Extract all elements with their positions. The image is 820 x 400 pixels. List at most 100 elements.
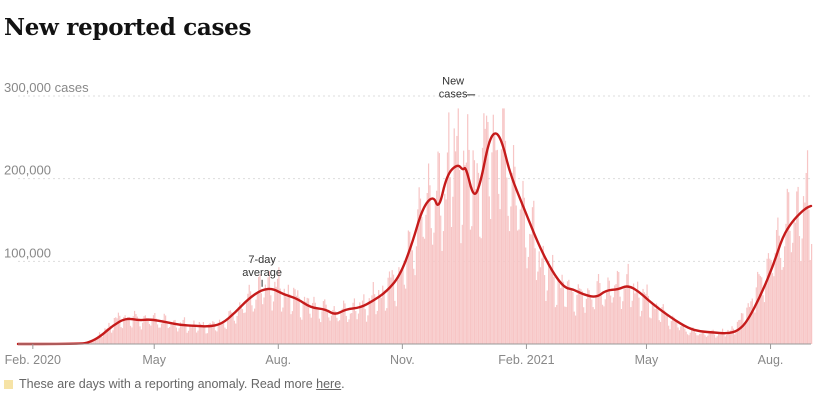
daily-bar bbox=[248, 284, 250, 344]
daily-bar bbox=[473, 160, 476, 344]
daily-bar bbox=[726, 334, 728, 344]
daily-bar bbox=[209, 322, 211, 344]
daily-bar bbox=[338, 320, 341, 344]
daily-bar bbox=[770, 260, 772, 344]
daily-bar bbox=[111, 332, 113, 344]
daily-bar bbox=[415, 246, 418, 344]
daily-bar bbox=[796, 191, 798, 344]
daily-bar bbox=[343, 300, 345, 344]
daily-bar bbox=[375, 314, 377, 344]
daily-bar bbox=[468, 149, 470, 344]
daily-bar bbox=[321, 311, 323, 344]
daily-bar bbox=[681, 323, 683, 344]
daily-bar bbox=[183, 317, 186, 344]
daily-bar bbox=[167, 328, 169, 344]
daily-bar bbox=[789, 230, 791, 344]
daily-bar bbox=[642, 288, 644, 344]
daily-bar bbox=[383, 290, 385, 344]
daily-bar bbox=[728, 331, 730, 344]
read-more-link[interactable]: here bbox=[316, 377, 342, 391]
daily-bar bbox=[247, 293, 249, 344]
daily-bar bbox=[545, 300, 547, 344]
daily-bar bbox=[220, 322, 222, 344]
daily-bar bbox=[753, 311, 755, 344]
daily-bar bbox=[116, 318, 118, 344]
daily-bar bbox=[372, 282, 374, 344]
daily-bar bbox=[606, 290, 608, 344]
daily-bar bbox=[125, 319, 128, 344]
y-tick-label: 300,000 cases bbox=[4, 80, 89, 95]
daily-bar bbox=[249, 291, 252, 344]
daily-bar bbox=[517, 230, 519, 344]
daily-bar bbox=[459, 169, 461, 344]
daily-bar bbox=[152, 315, 155, 344]
daily-bar bbox=[279, 288, 281, 344]
daily-bar bbox=[394, 300, 396, 344]
daily-bar bbox=[767, 253, 770, 344]
daily-bar bbox=[286, 297, 288, 344]
daily-bar bbox=[419, 198, 422, 344]
daily-bar bbox=[336, 317, 338, 344]
daily-bar bbox=[197, 330, 199, 344]
daily-bar bbox=[595, 295, 597, 344]
daily-bar bbox=[666, 315, 668, 344]
daily-bar bbox=[556, 304, 558, 344]
daily-bar bbox=[177, 331, 179, 344]
daily-bar bbox=[597, 274, 600, 344]
daily-bar bbox=[297, 290, 299, 344]
daily-bar bbox=[539, 267, 542, 344]
daily-bar bbox=[805, 172, 807, 344]
daily-bar bbox=[709, 333, 712, 344]
daily-bar bbox=[569, 290, 571, 344]
daily-bar bbox=[150, 325, 152, 344]
daily-bar bbox=[562, 281, 565, 344]
daily-bar bbox=[206, 333, 209, 344]
daily-bar bbox=[387, 277, 389, 344]
daily-bar bbox=[746, 307, 748, 344]
daily-bar bbox=[112, 330, 114, 344]
daily-bar bbox=[781, 269, 783, 344]
daily-bar bbox=[785, 223, 787, 344]
daily-bar bbox=[510, 206, 512, 344]
daily-bar bbox=[94, 338, 97, 344]
daily-bar bbox=[405, 288, 407, 344]
daily-bar bbox=[774, 252, 776, 344]
daily-bar bbox=[552, 254, 554, 344]
daily-bar bbox=[502, 108, 504, 345]
daily-bar bbox=[351, 313, 353, 344]
daily-bar bbox=[564, 306, 566, 344]
daily-bar bbox=[345, 315, 347, 344]
daily-bar bbox=[762, 295, 764, 344]
daily-bar bbox=[700, 333, 702, 344]
daily-bar bbox=[705, 336, 708, 344]
daily-bar bbox=[651, 301, 654, 344]
daily-bar bbox=[716, 336, 718, 344]
daily-bar bbox=[113, 317, 115, 344]
annotation-text: New bbox=[442, 75, 464, 87]
daily-bar bbox=[376, 310, 378, 344]
daily-bar bbox=[649, 317, 651, 344]
daily-bar bbox=[754, 312, 756, 344]
x-tick-label: Feb. 2020 bbox=[5, 353, 61, 367]
daily-bar bbox=[526, 268, 528, 344]
daily-bar bbox=[696, 335, 698, 344]
daily-bar bbox=[495, 150, 497, 344]
daily-bar bbox=[129, 325, 132, 344]
daily-bar bbox=[568, 279, 570, 344]
daily-bar bbox=[244, 312, 246, 344]
daily-bar bbox=[204, 325, 206, 344]
daily-bar bbox=[657, 305, 659, 344]
daily-bar bbox=[543, 275, 546, 344]
daily-case-bars bbox=[73, 108, 813, 345]
daily-bar bbox=[576, 294, 578, 344]
daily-bar bbox=[187, 330, 190, 344]
daily-bar bbox=[275, 286, 277, 344]
daily-bar bbox=[334, 311, 337, 344]
daily-bar bbox=[162, 319, 164, 344]
daily-bar bbox=[255, 299, 257, 344]
daily-bar bbox=[492, 114, 494, 345]
daily-bar bbox=[379, 294, 381, 344]
daily-bar bbox=[792, 242, 794, 344]
daily-bar bbox=[724, 336, 726, 344]
